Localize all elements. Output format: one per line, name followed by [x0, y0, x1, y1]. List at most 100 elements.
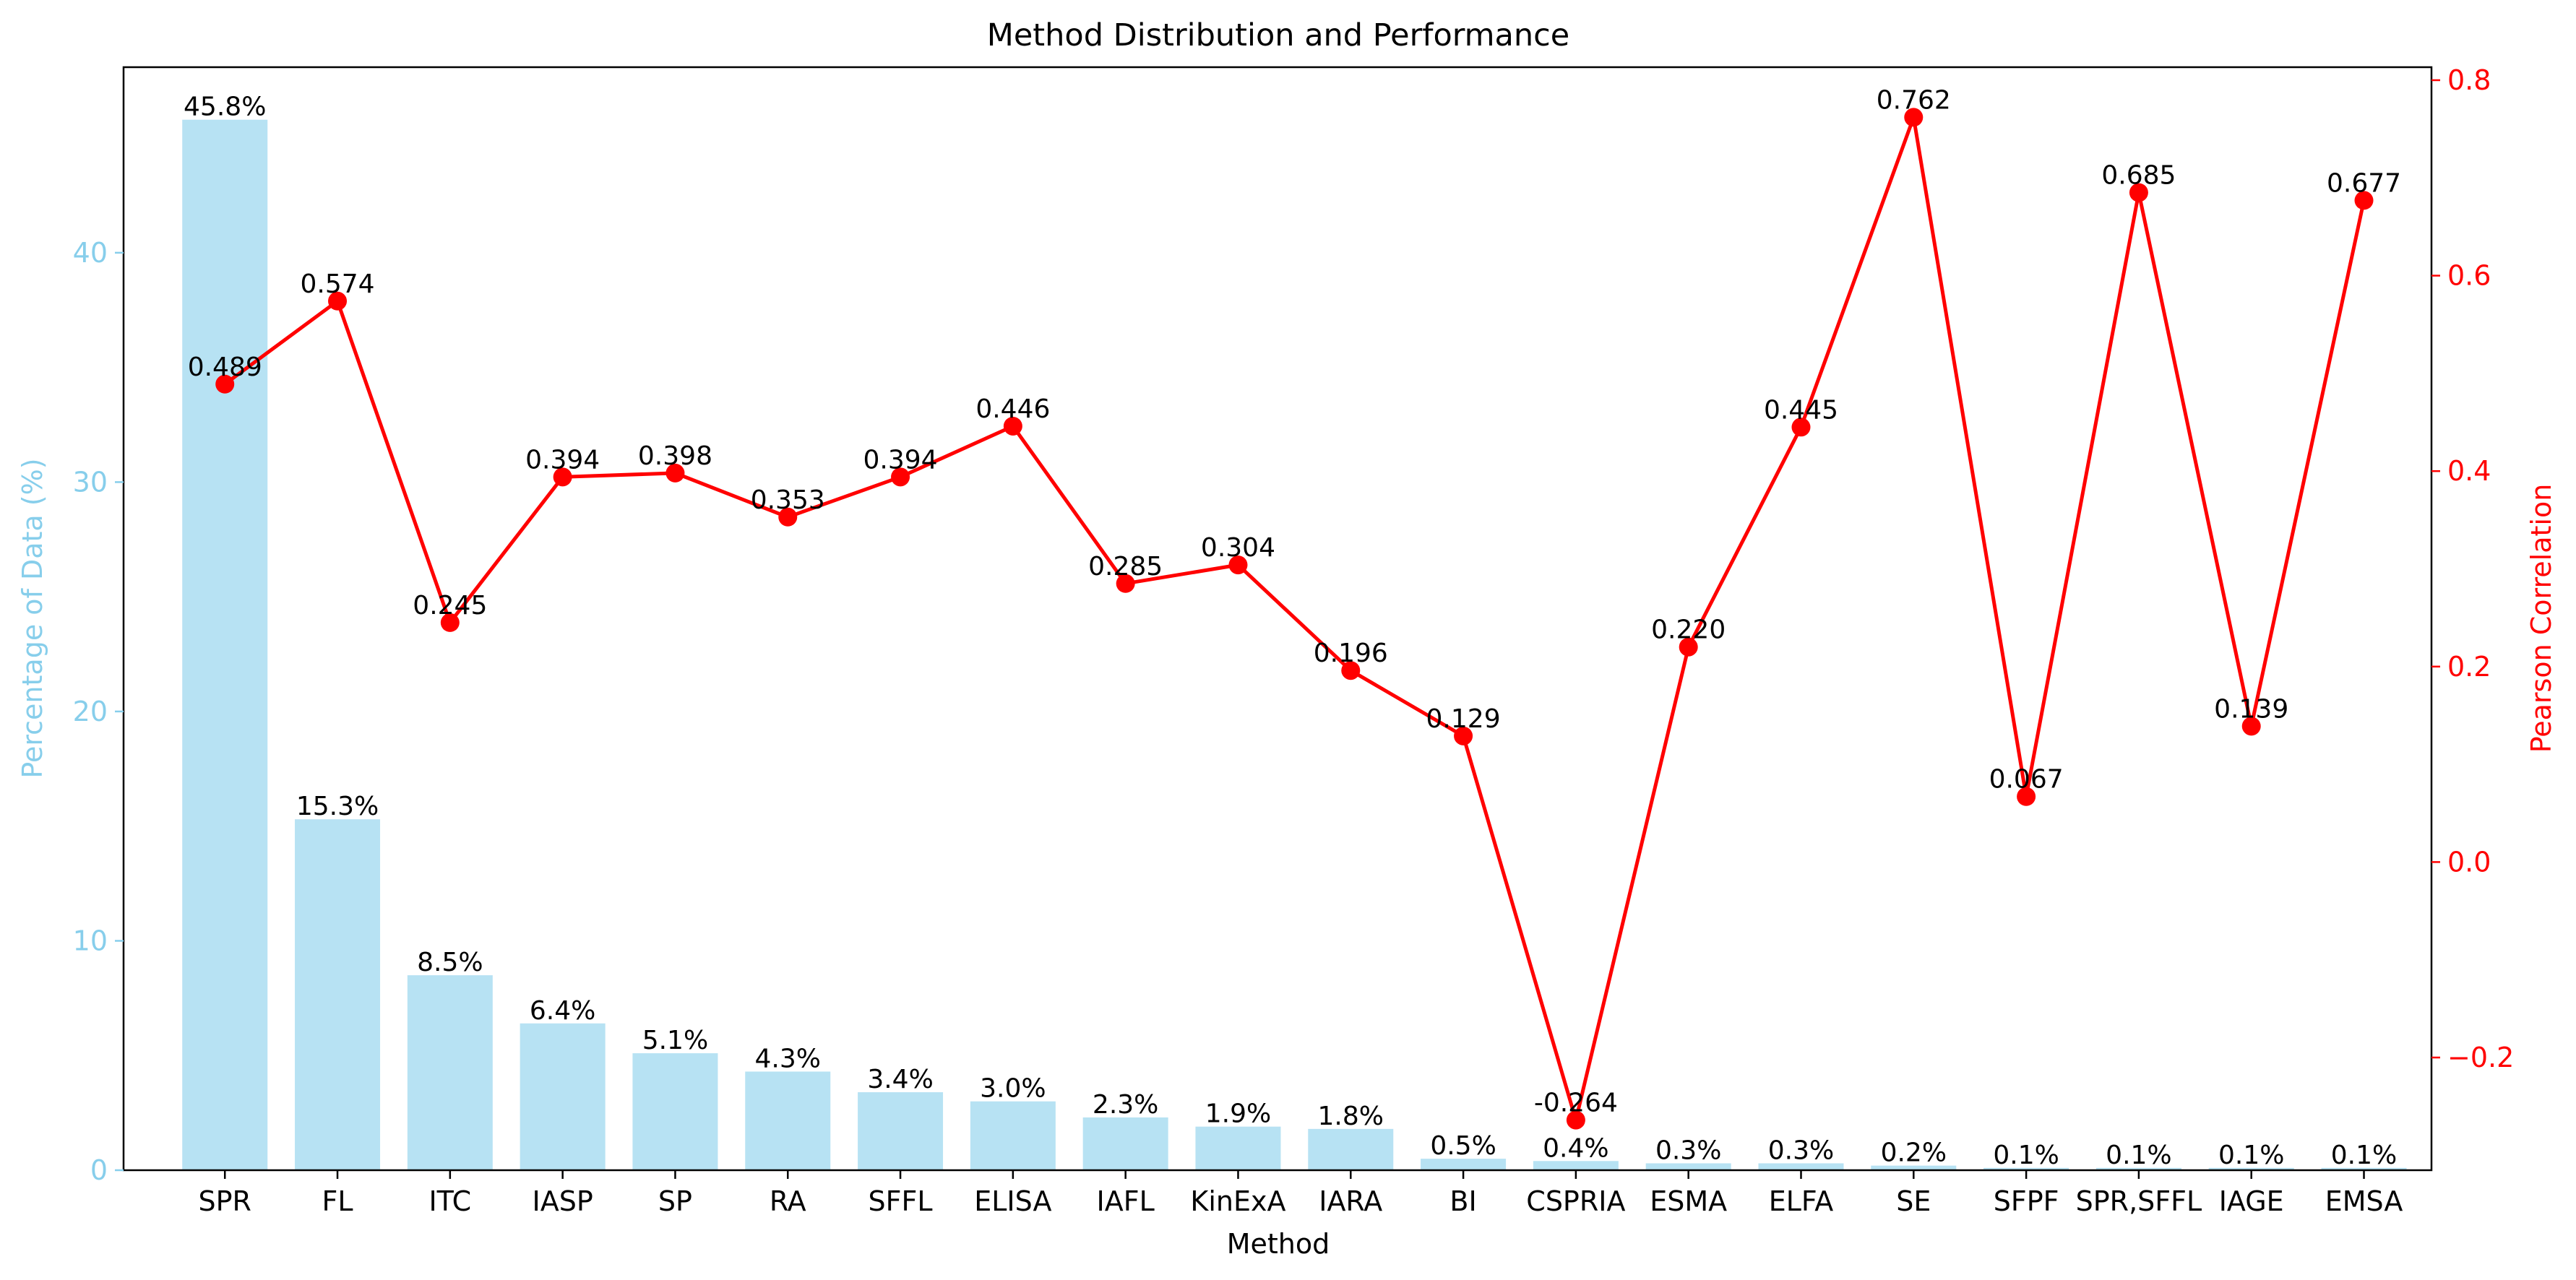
correlation-value-label: 0.574 [300, 269, 374, 299]
correlation-point [665, 463, 685, 483]
bar-value-label: 4.3% [755, 1044, 821, 1073]
correlation-value-label: 0.353 [751, 485, 825, 515]
y-right-tick-label: 0.0 [2447, 846, 2491, 878]
x-tick-label: SFFL [869, 1185, 933, 1217]
bar-value-label: 0.1% [2331, 1141, 2397, 1170]
y-right-axis-label: Pearson Correlation [2525, 484, 2557, 753]
correlation-point [328, 291, 348, 311]
y-right-tick-label: 0.2 [2447, 651, 2491, 683]
bar-fl [295, 819, 381, 1170]
correlation-value-label: -0.264 [1534, 1089, 1618, 1118]
bars-layer [182, 119, 2407, 1171]
bar-emsa [2321, 1167, 2407, 1170]
correlation-point [1341, 661, 1361, 680]
y-left-axis-label: Percentage of Data (%) [17, 458, 48, 778]
correlation-point [1228, 555, 1248, 575]
correlation-point [440, 613, 460, 632]
bar-spr-sffl [2095, 1167, 2181, 1170]
bar-value-label: 0.5% [1430, 1131, 1496, 1161]
x-tick-label: FL [322, 1185, 353, 1217]
bar-elisa [970, 1101, 1056, 1170]
bar-kinexa [1195, 1126, 1281, 1170]
correlation-point [891, 467, 910, 487]
bar-value-label: 15.3% [296, 792, 379, 821]
bar-cspria [1533, 1161, 1619, 1170]
bar-se [1871, 1165, 1957, 1170]
correlation-value-label: 0.394 [525, 445, 600, 475]
correlation-value-label: 0.129 [1426, 704, 1501, 734]
bar-iara [1308, 1128, 1394, 1170]
correlation-value-label: 0.677 [2327, 168, 2401, 198]
point-labels-layer: 0.489 0.574 0.245 0.394 0.398 0.353 0.394 0.446… [188, 85, 2401, 1117]
bar-sp [632, 1053, 718, 1170]
x-tick-label: IASP [533, 1185, 593, 1217]
bar-value-label: 1.9% [1205, 1099, 1271, 1129]
bar-value-label: 0.2% [1881, 1138, 1947, 1168]
correlation-value-label: 0.245 [413, 591, 487, 620]
correlation-point [2017, 787, 2036, 806]
y-left-tick-label: 30 [73, 466, 108, 498]
correlation-value-label: 0.762 [1877, 85, 1951, 115]
y-left-axis: 0 10 20 30 40 [73, 237, 124, 1186]
correlation-value-label: 0.398 [638, 441, 712, 471]
x-tick-label: BI [1449, 1185, 1476, 1217]
x-tick-label: KinExA [1190, 1185, 1285, 1217]
y-left-tick-label: 20 [73, 696, 108, 727]
y-right-tick-label: 0.4 [2447, 455, 2491, 487]
correlation-point [553, 467, 572, 487]
y-left-tick-label: 0 [90, 1154, 108, 1186]
bar-value-label: 2.3% [1093, 1090, 1158, 1120]
x-tick-label: IAGE [2219, 1185, 2284, 1217]
bar-value-label: 0.3% [1768, 1136, 1834, 1165]
bar-value-label: 3.0% [980, 1074, 1046, 1104]
y-right-tick-label: −0.2 [2447, 1042, 2514, 1073]
y-right-tick-label: 0.6 [2447, 260, 2491, 292]
correlation-point [1679, 637, 1698, 657]
x-tick-label: SFPF [1994, 1185, 2059, 1217]
bar-ra [745, 1071, 831, 1170]
bar-value-label: 3.4% [867, 1065, 933, 1094]
correlation-point [2129, 183, 2148, 202]
y-right-axis: −0.2 0.0 0.2 0.4 0.6 0.8 [2431, 64, 2514, 1073]
bar-value-label: 0.1% [2106, 1141, 2171, 1170]
bar-value-label: 8.5% [417, 948, 483, 977]
x-axis-label: Method [1227, 1228, 1330, 1260]
x-tick-label: SPR,SFFL [2076, 1185, 2202, 1217]
correlation-value-label: 0.196 [1314, 639, 1388, 668]
correlation-point [215, 374, 235, 394]
bar-sffl [858, 1092, 944, 1170]
bar-elfa [1758, 1163, 1844, 1170]
bar-value-label: 0.1% [2218, 1141, 2284, 1170]
correlation-point [1116, 574, 1135, 593]
x-tick-label: ELISA [974, 1185, 1051, 1217]
correlation-point [2354, 191, 2374, 210]
correlation-value-label: 0.285 [1088, 552, 1163, 581]
correlation-value-label: 0.220 [1651, 615, 1726, 645]
correlation-value-label: 0.394 [863, 445, 938, 475]
correlation-value-label: 0.685 [2101, 161, 2176, 191]
bar-value-label: 1.8% [1318, 1102, 1384, 1131]
bar-sfpf [1983, 1167, 2069, 1170]
chart-title: Method Distribution and Performance [987, 17, 1570, 53]
x-tick-label: RA [770, 1185, 806, 1217]
correlation-point [2241, 717, 2261, 736]
y-right-tick-label: 0.8 [2447, 64, 2491, 96]
correlation-value-label: 0.446 [975, 394, 1050, 424]
bar-value-label: 45.8% [184, 92, 266, 122]
x-axis: SPR FL ITC IASP SP RA SFFL ELISA IAFL KinExA IARA B… [198, 1170, 2403, 1217]
correlation-value-label: 0.489 [188, 353, 262, 382]
bar-value-label: 0.4% [1543, 1133, 1608, 1163]
x-tick-label: SPR [198, 1185, 251, 1217]
correlation-value-label: 0.067 [1989, 765, 2064, 795]
correlation-value-label: 0.304 [1201, 533, 1275, 563]
x-tick-label: CSPRIA [1526, 1185, 1625, 1217]
bar-esma [1645, 1163, 1731, 1170]
bar-value-label: 6.4% [530, 996, 595, 1026]
bar-spr [182, 119, 268, 1171]
correlation-line [223, 110, 2366, 1128]
bar-value-label: 5.1% [642, 1026, 708, 1055]
bar-iafl [1082, 1117, 1168, 1170]
line-layer [215, 108, 2374, 1130]
